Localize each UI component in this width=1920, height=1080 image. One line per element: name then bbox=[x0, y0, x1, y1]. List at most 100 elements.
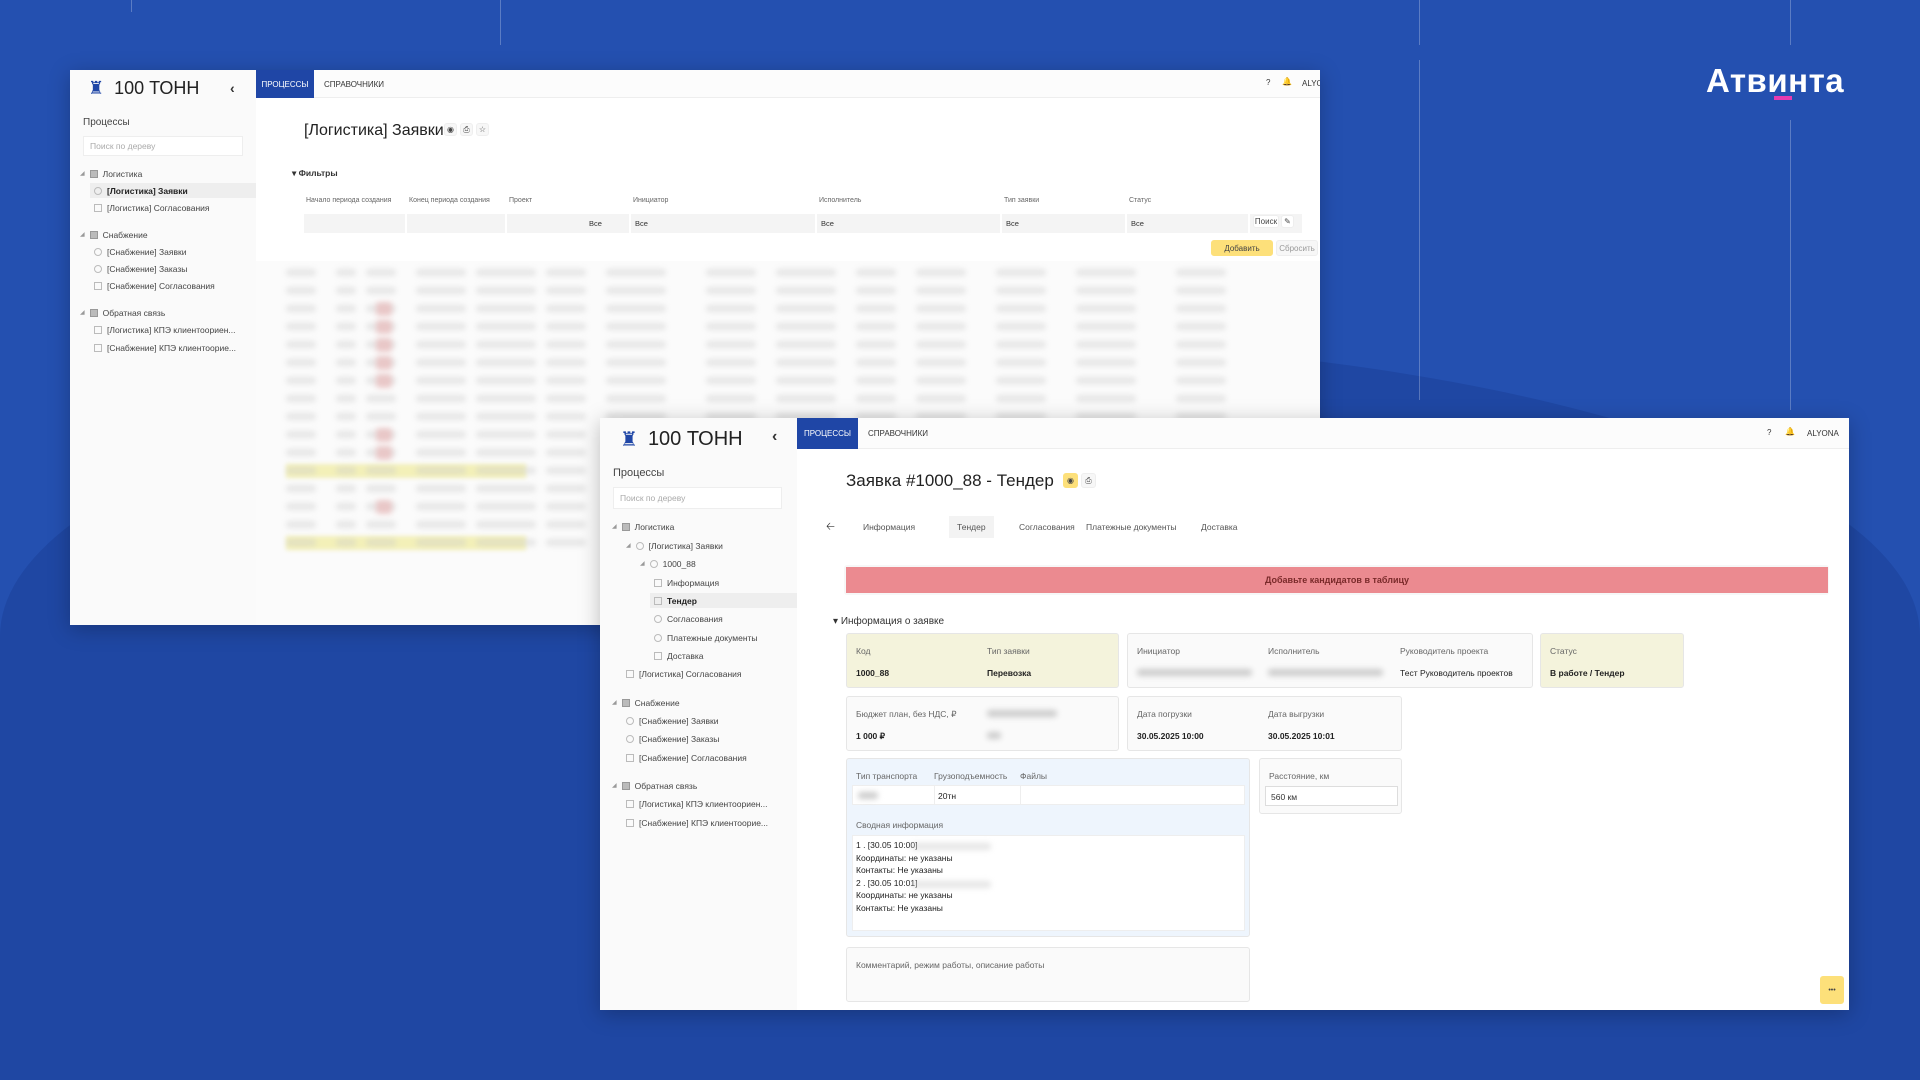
filter-select[interactable]: Все bbox=[1002, 214, 1125, 233]
tree-item[interactable]: [Логистика] Согласования bbox=[622, 666, 797, 681]
tree-item-label: 1000_88 bbox=[662, 558, 696, 569]
tab-3[interactable]: Согласования bbox=[1019, 522, 1075, 532]
tree-item[interactable]: ◢ Снабжение bbox=[76, 227, 256, 242]
filters-toggle[interactable]: ▾ Фильтры bbox=[292, 168, 338, 178]
tab-1[interactable]: Информация bbox=[863, 522, 916, 532]
tree-item[interactable]: ◢ [Логистика] Заявки bbox=[622, 538, 797, 553]
tree-item[interactable]: [Снабжение] Заявки bbox=[90, 244, 256, 259]
tree-item[interactable]: Доставка bbox=[650, 648, 797, 663]
user-name[interactable]: ALYONA bbox=[1302, 79, 1320, 88]
tab-references[interactable]: СПРАВОЧНИКИ bbox=[324, 79, 385, 89]
comment-field[interactable]: Комментарий, режим работы, описание рабо… bbox=[846, 947, 1250, 1002]
filter-select[interactable] bbox=[304, 214, 405, 233]
tab-5[interactable]: Доставка bbox=[1201, 522, 1238, 532]
summary-line: 1 . [30.05 10:00] bbox=[856, 840, 918, 850]
filter-select[interactable] bbox=[407, 214, 505, 233]
help-icon[interactable]: ? bbox=[1266, 78, 1271, 87]
expand-arrow-icon[interactable]: ◢ bbox=[612, 524, 617, 530]
tree-item[interactable]: [Логистика] Согласования bbox=[90, 200, 256, 215]
eye-icon[interactable]: ◉ bbox=[1063, 473, 1078, 488]
more-button[interactable]: ••• bbox=[1820, 976, 1844, 1004]
tree-item[interactable]: Согласования bbox=[650, 611, 797, 626]
expand-arrow-icon[interactable]: ◢ bbox=[80, 171, 85, 177]
blurred-cell bbox=[1076, 395, 1136, 402]
card-status: Статус В работе / Тендер bbox=[1540, 633, 1684, 688]
blurred-cell bbox=[546, 305, 586, 312]
tab-references[interactable]: СПРАВОЧНИКИ bbox=[868, 429, 929, 438]
summary-textarea[interactable]: 1 . [30.05 10:00] Координаты: не указаны К… bbox=[852, 835, 1245, 931]
eye-icon[interactable]: ◉ bbox=[444, 123, 457, 136]
blurred-cell bbox=[706, 305, 756, 312]
search-button[interactable]: Поиск bbox=[1253, 215, 1279, 228]
blurred-cell bbox=[1076, 341, 1136, 348]
expand-arrow-icon[interactable]: ◢ bbox=[80, 310, 85, 316]
blurred-cell bbox=[996, 287, 1046, 294]
bell-icon[interactable]: 🔔 bbox=[1282, 77, 1292, 86]
tree-item[interactable]: Тендер bbox=[650, 593, 797, 608]
expand-arrow-icon[interactable]: ◢ bbox=[626, 543, 631, 549]
blurred-cell bbox=[916, 359, 966, 366]
tab-2[interactable]: Тендер bbox=[949, 516, 994, 538]
sidebar-title: Процессы bbox=[613, 467, 665, 479]
tab-processes[interactable]: ПРОЦЕССЫ bbox=[797, 418, 858, 449]
filter-select[interactable]: Все bbox=[507, 214, 629, 233]
reset-button[interactable]: Сбросить bbox=[1276, 240, 1318, 256]
distance-input[interactable]: 560 км bbox=[1265, 786, 1398, 806]
tree-item[interactable]: Информация bbox=[650, 575, 797, 590]
tree-item[interactable]: ◢ Логистика bbox=[608, 519, 797, 534]
add-button[interactable]: Добавить bbox=[1211, 240, 1273, 256]
tree-item[interactable]: ◢ Обратная связь bbox=[608, 778, 797, 793]
card-budget: Бюджет план, без НДС, ₽1 000 ₽ bbox=[846, 696, 1119, 751]
blurred-cell bbox=[1176, 305, 1226, 312]
expand-arrow-icon[interactable]: ◢ bbox=[612, 700, 617, 706]
tree-item[interactable]: [Снабжение] Согласования bbox=[622, 750, 797, 765]
blurred-cell bbox=[916, 413, 966, 420]
bell-icon[interactable]: 🔔 bbox=[1785, 427, 1795, 436]
blurred-cell bbox=[416, 413, 466, 420]
tree-item[interactable]: [Логистика] Заявки bbox=[90, 183, 256, 198]
filter-select[interactable]: Все bbox=[1127, 214, 1248, 233]
tree-item[interactable]: [Снабжение] Согласования bbox=[90, 278, 256, 293]
folder-icon bbox=[621, 698, 630, 707]
tree-item[interactable]: Платежные документы bbox=[650, 630, 797, 645]
tree-item[interactable]: ◢ 1000_88 bbox=[636, 556, 797, 571]
filter-select[interactable]: Все bbox=[631, 214, 815, 233]
blurred-cell bbox=[996, 323, 1046, 330]
tree-item-label: Обратная связь bbox=[102, 307, 166, 318]
collapse-chevron-icon[interactable]: ‹ bbox=[772, 428, 778, 445]
eraser-icon[interactable]: ✎ bbox=[1281, 215, 1294, 228]
tree-item[interactable]: ◢ Снабжение bbox=[608, 695, 797, 710]
tree-item[interactable]: [Логистика] КПЭ клиентоориен... bbox=[622, 796, 797, 811]
user-name[interactable]: ALYONA bbox=[1807, 429, 1839, 438]
section-toggle[interactable]: ▾ Информация о заявке bbox=[833, 616, 945, 627]
decor-line bbox=[1419, 0, 1420, 45]
tree-item[interactable]: [Снабжение] Заявки bbox=[622, 713, 797, 728]
tree-item[interactable]: [Снабжение] Заказы bbox=[622, 731, 797, 746]
blurred-cell bbox=[286, 449, 316, 456]
tree-item[interactable]: [Логистика] КПЭ клиентоориен... bbox=[90, 322, 256, 337]
filter-select[interactable]: Все bbox=[817, 214, 1000, 233]
print-icon[interactable]: ⎙ bbox=[1081, 473, 1096, 488]
help-icon[interactable]: ? bbox=[1767, 428, 1772, 437]
tree-item[interactable]: [Снабжение] КПЭ клиентоорие... bbox=[622, 815, 797, 830]
tab-processes[interactable]: ПРОЦЕССЫ bbox=[256, 70, 314, 98]
tree-item[interactable]: ◢ Логистика bbox=[76, 166, 256, 181]
collapse-chevron-icon[interactable]: ‹ bbox=[230, 80, 235, 96]
tree-search-input[interactable]: Поиск по дереву bbox=[83, 136, 243, 156]
blurred-cell bbox=[996, 377, 1046, 384]
star-icon[interactable]: ☆ bbox=[476, 123, 489, 136]
tree-item[interactable]: [Снабжение] Заказы bbox=[90, 261, 256, 276]
expand-arrow-icon[interactable]: ◢ bbox=[612, 783, 617, 789]
expand-arrow-icon[interactable]: ◢ bbox=[640, 561, 645, 567]
tree-search-input[interactable]: Поиск по дереву bbox=[613, 487, 782, 509]
tree-item[interactable]: ◢ Обратная связь bbox=[76, 305, 256, 320]
expand-arrow-icon[interactable]: ◢ bbox=[80, 232, 85, 238]
blurred-cell bbox=[776, 413, 836, 420]
blurred-cell bbox=[916, 269, 966, 276]
print-icon[interactable]: ⎙ bbox=[460, 123, 473, 136]
back-arrow-icon[interactable]: 🡠 bbox=[826, 521, 835, 533]
tree-item[interactable]: [Снабжение] КПЭ клиентоорие... bbox=[90, 340, 256, 355]
tab-4[interactable]: Платежные документы bbox=[1086, 522, 1177, 532]
circle-icon bbox=[94, 186, 102, 195]
blurred-cell bbox=[366, 413, 396, 420]
